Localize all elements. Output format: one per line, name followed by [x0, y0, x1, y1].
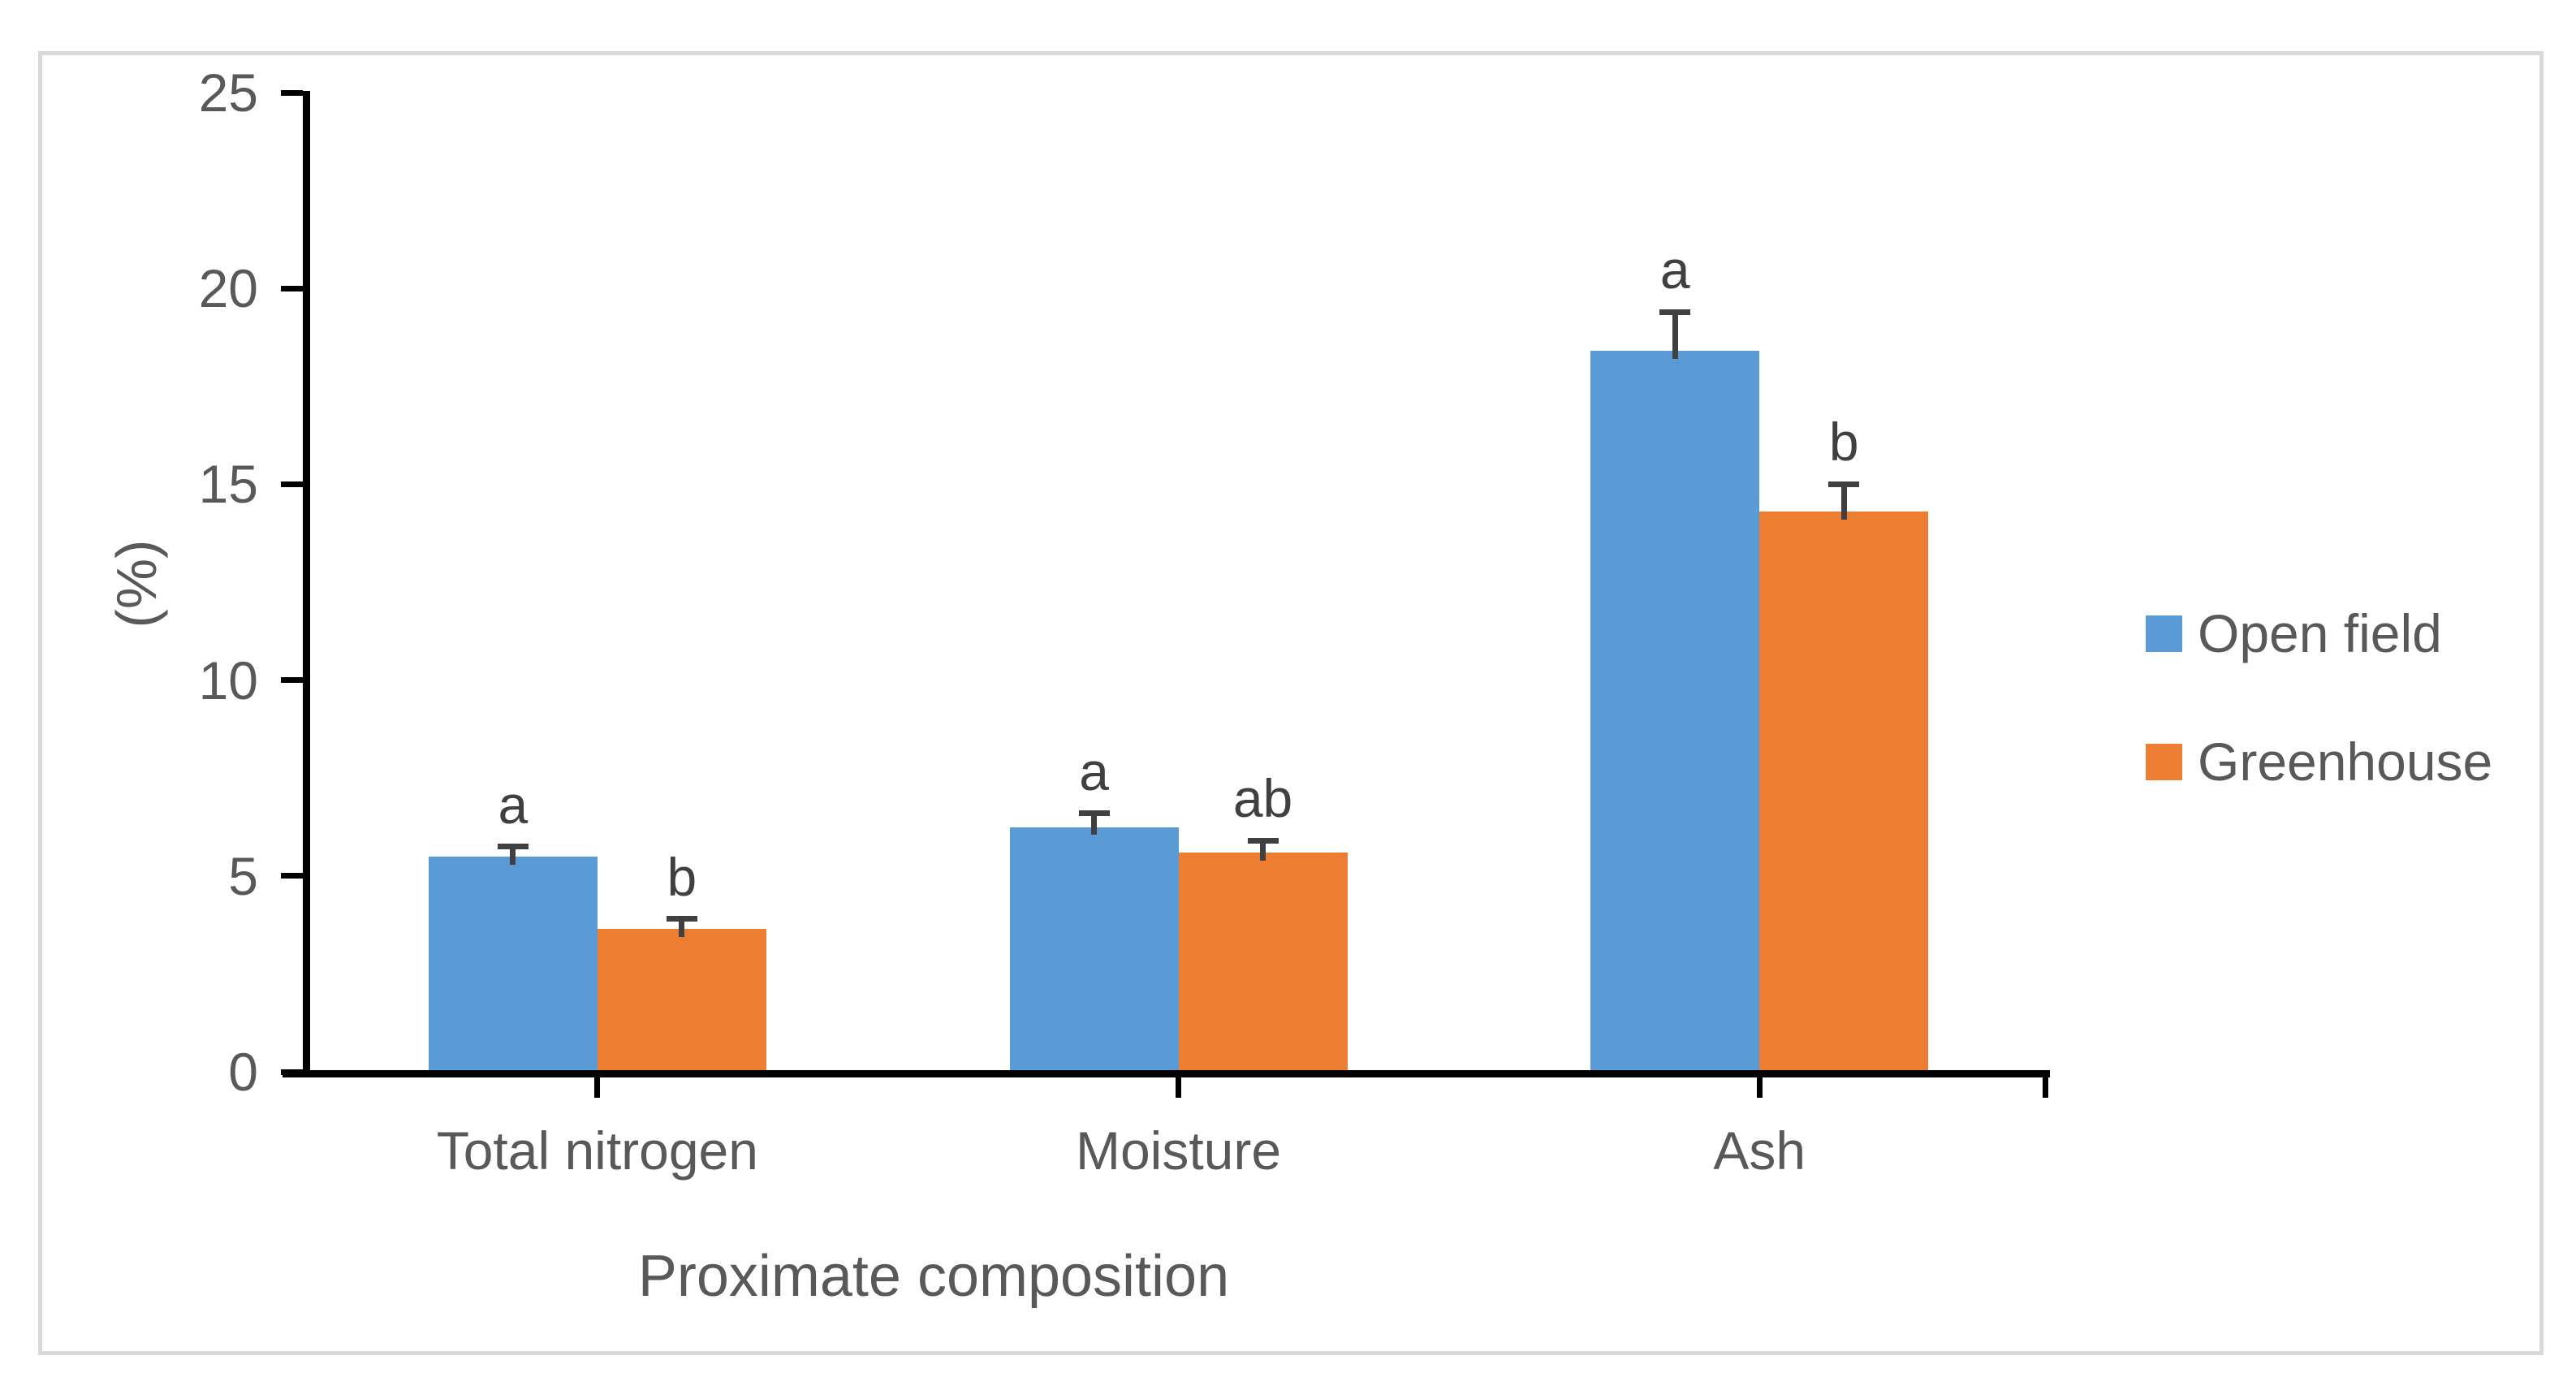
error-bar-stem — [510, 846, 516, 865]
chart-border-frame — [38, 51, 2544, 1355]
legend-label: Open field — [2198, 603, 2442, 663]
y-tick-mark — [281, 873, 303, 879]
x-tick-mark — [594, 1077, 601, 1098]
x-axis-end-tick — [2043, 1077, 2049, 1098]
error-bar-cap — [666, 916, 697, 922]
error-bar-cap — [1828, 481, 1860, 487]
x-category-label: Total nitrogen — [436, 1120, 758, 1181]
x-tick-mark — [1756, 1077, 1763, 1098]
y-tick-label: 5 — [228, 845, 258, 906]
significance-letter: b — [667, 846, 697, 907]
significance-letter: ab — [1232, 768, 1293, 829]
y-tick-mark — [281, 89, 303, 96]
x-tick-mark — [1176, 1077, 1182, 1098]
bar-open-field — [1590, 351, 1760, 1072]
x-axis-title: Proximate composition — [637, 1244, 1230, 1309]
legend-swatch-icon — [2146, 744, 2182, 780]
y-tick-label: 10 — [198, 650, 258, 710]
error-bar-cap — [497, 844, 529, 850]
error-bar-cap — [1659, 309, 1691, 315]
bar-greenhouse — [1178, 852, 1348, 1072]
error-bar-stem — [679, 918, 685, 937]
y-tick-label: 20 — [198, 258, 258, 319]
bar-greenhouse — [1759, 512, 1929, 1072]
y-axis-line — [303, 91, 310, 1077]
bar-open-field — [1009, 827, 1179, 1072]
x-category-label: Ash — [1713, 1120, 1806, 1181]
y-tick-mark — [281, 677, 303, 684]
x-axis-line — [283, 1070, 2050, 1077]
error-bar-cap — [1247, 837, 1279, 844]
bar-open-field — [428, 856, 598, 1072]
x-category-label: Moisture — [1076, 1120, 1282, 1181]
bar-greenhouse — [597, 928, 766, 1072]
significance-letter: a — [1659, 240, 1690, 300]
y-tick-label: 0 — [228, 1042, 258, 1102]
error-bar-stem — [1260, 840, 1266, 861]
error-bar-stem — [1840, 484, 1847, 520]
y-tick-mark — [281, 481, 303, 487]
error-bar-stem — [1672, 312, 1678, 360]
legend-label: Greenhouse — [2198, 732, 2493, 792]
y-tick-mark — [281, 285, 303, 291]
significance-letter: a — [1079, 740, 1109, 801]
y-tick-label: 25 — [198, 63, 258, 123]
significance-letter: b — [1828, 412, 1859, 473]
error-bar-cap — [1078, 810, 1110, 817]
error-bar-stem — [1091, 813, 1098, 835]
y-tick-label: 15 — [198, 454, 258, 515]
significance-letter: a — [498, 774, 529, 835]
legend-swatch-icon — [2146, 615, 2182, 652]
